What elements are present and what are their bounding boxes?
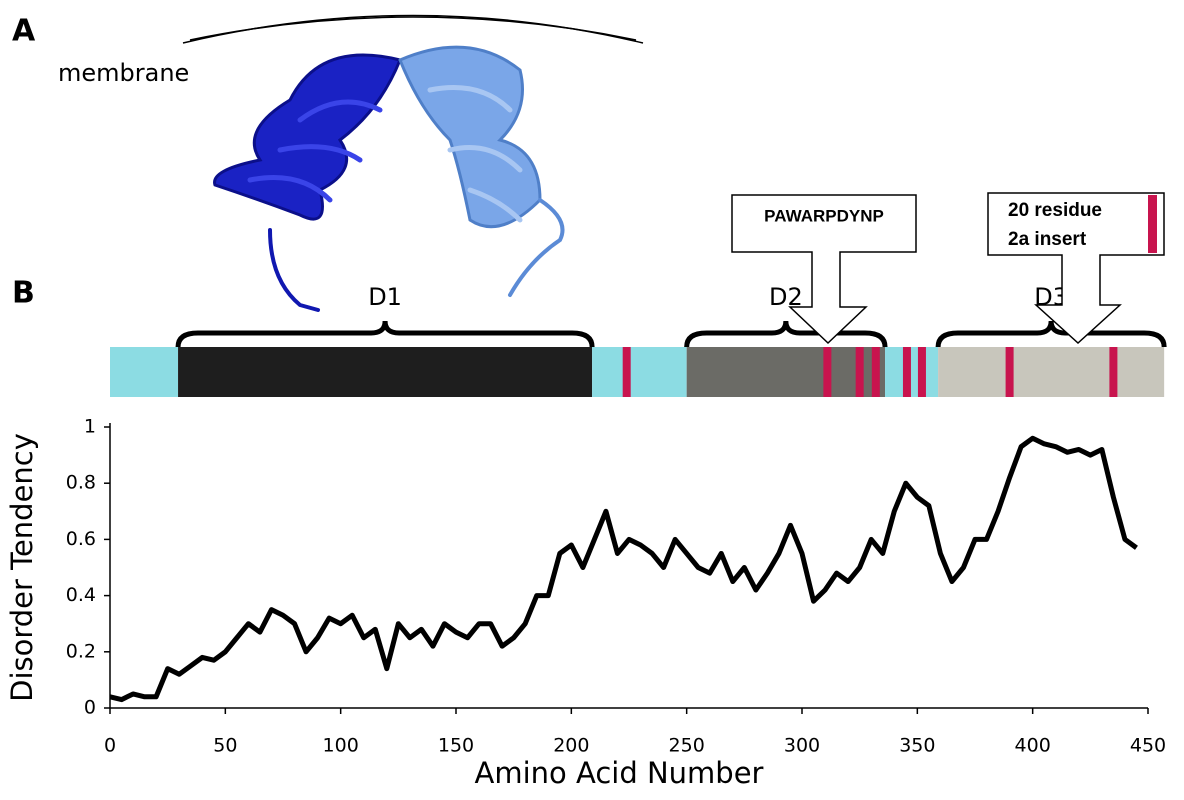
x-tick-label: 0 (104, 735, 116, 757)
y-tick-label: 0.6 (66, 528, 96, 550)
x-tick-label: 200 (553, 735, 589, 757)
site-marker (902, 347, 911, 397)
data-line (109, 435, 1138, 703)
x-tick-label: 250 (669, 735, 705, 757)
x-tick-label: 400 (1015, 735, 1051, 757)
x-tick-label: 50 (213, 735, 237, 757)
panel-label: A (12, 14, 36, 49)
x-tick-label: 350 (899, 735, 935, 757)
site-marker (871, 347, 880, 397)
x-tick-label: 300 (784, 735, 820, 757)
domain-bracket (935, 320, 1167, 348)
callout-shape (731, 194, 917, 345)
membrane-line (189, 16, 637, 41)
site-marker (622, 347, 631, 397)
domain-segment (885, 347, 939, 397)
site-marker (917, 347, 926, 397)
y-tick-label: 0 (84, 697, 96, 719)
domain-bracket (684, 320, 888, 348)
site-marker (1109, 347, 1118, 397)
domain-bracket (175, 320, 595, 348)
site-marker (855, 347, 864, 397)
y-tick-label: 0.4 (66, 584, 96, 606)
x-axis-label: Amino Acid Number (475, 756, 764, 790)
callout-text: PAWARPDYNP (764, 206, 884, 225)
domain-segment (110, 347, 179, 397)
callout-marker (1148, 195, 1157, 253)
x-tick-label: 100 (323, 735, 359, 757)
x-tick-label: 150 (438, 735, 474, 757)
domain-segment (686, 347, 886, 397)
site-marker (1005, 347, 1014, 397)
callout-shape (987, 192, 1165, 345)
callout-text: 2a insert (1008, 229, 1087, 250)
y-axis-label: Disorder Tendency (5, 433, 39, 702)
x-tick-label: 450 (1130, 735, 1166, 757)
domain-segment (938, 347, 1165, 397)
protein-structure (213, 45, 565, 312)
domain-segment (178, 347, 593, 397)
y-tick-label: 0.8 (66, 472, 96, 494)
y-tick-label: 0.2 (66, 640, 96, 662)
y-tick-label: 1 (84, 416, 96, 438)
domain-label: D1 (368, 283, 402, 311)
membrane-label: membrane (58, 59, 189, 87)
domain-segment (592, 347, 687, 397)
callout-text: 20 residue (1008, 200, 1102, 221)
panel-label: B (12, 276, 35, 311)
site-marker (823, 347, 832, 397)
